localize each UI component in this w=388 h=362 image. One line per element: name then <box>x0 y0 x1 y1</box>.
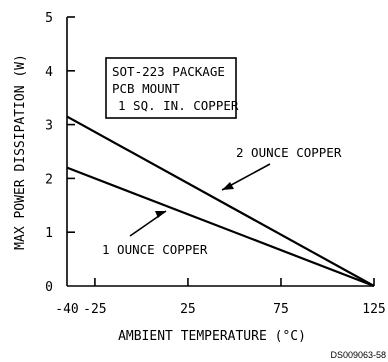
y-tick-label: 2 <box>45 172 53 187</box>
package-info-border <box>105 57 237 119</box>
series-line-1-ounce-copper <box>66 166 375 288</box>
x-tick-label: 75 <box>273 302 289 317</box>
document-code: DS009063-58 <box>330 350 386 360</box>
arrow-1-ounce-copper-head <box>155 211 166 218</box>
y-tick-label: 3 <box>45 119 53 134</box>
package-info-line-3: 1 SQ. IN. COPPER <box>118 98 239 113</box>
x-tick-label: -40 <box>55 302 78 317</box>
y-tick-label: 0 <box>45 280 53 295</box>
y-tick-label: 4 <box>45 65 53 80</box>
label-2-ounce-copper-text: 2 OUNCE COPPER <box>236 145 342 160</box>
x-axis-title: AMBIENT TEMPERATURE (°C) <box>118 329 306 344</box>
tick-labels: 0 1 2 3 4 5 -40 -25 25 75 125 <box>45 11 386 317</box>
y-tick-label: 5 <box>45 11 53 26</box>
x-tick-label: 125 <box>362 302 385 317</box>
axes <box>66 16 375 287</box>
y-tick-label: 1 <box>45 226 53 241</box>
label-1-ounce-copper: 1 OUNCE COPPER <box>102 210 208 257</box>
x-tick-label: 25 <box>180 302 196 317</box>
series-lines <box>66 115 375 288</box>
y-axis-title: MAX POWER DISSIPATION (W) <box>13 54 28 250</box>
package-info-line-1: SOT-223 PACKAGE <box>112 64 225 79</box>
label-2-ounce-copper: 2 OUNCE COPPER <box>221 145 342 191</box>
x-tick-label: -25 <box>83 302 106 317</box>
package-info-line-2: PCB MOUNT <box>112 81 180 96</box>
arrow-2-ounce-copper-head <box>222 182 234 190</box>
label-1-ounce-copper-text: 1 OUNCE COPPER <box>102 242 208 257</box>
package-info-box: SOT-223 PACKAGE PCB MOUNT 1 SQ. IN. COPP… <box>105 57 239 119</box>
series-line-2-ounce-copper <box>66 115 375 287</box>
